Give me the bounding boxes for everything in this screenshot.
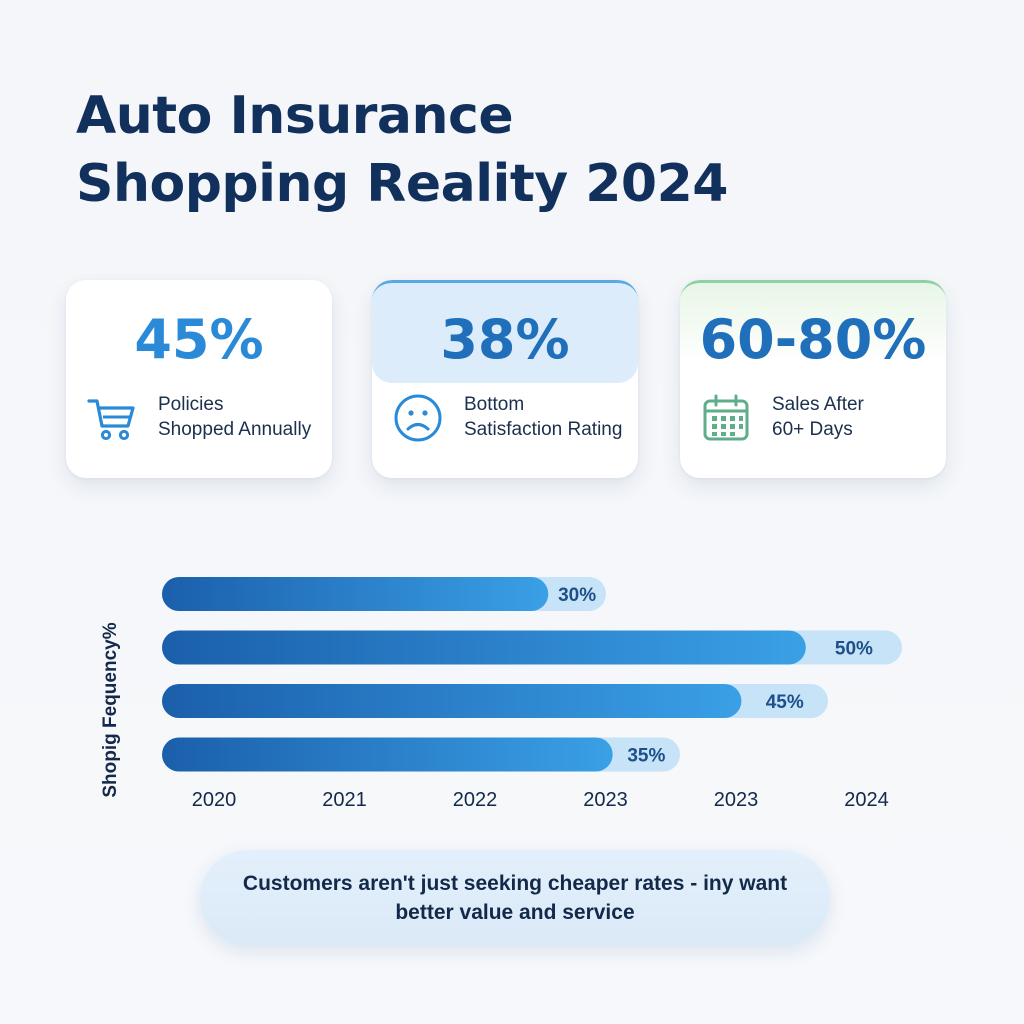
stat-value: 45% <box>134 308 264 371</box>
bar-value-label: 30% <box>558 585 596 606</box>
x-tick-label: 2021 <box>322 789 367 811</box>
x-tick-label: 2023 <box>583 789 628 811</box>
bar-2: 45% <box>162 684 828 718</box>
shopping-frequency-chart: Shopig Fequency% 30% 50% 45% 35% 2020 2021 20… <box>100 577 902 811</box>
stat-card-policies-shopped: 45% Policies Shopped Annually <box>66 280 332 478</box>
stat-label-line-2: Satisfaction Rating <box>464 419 623 440</box>
stat-label-line-2: 60+ Days <box>772 419 853 440</box>
title-line-1: Auto Insurance <box>76 86 514 146</box>
bar-1: 50% <box>162 630 902 665</box>
callout-text: Customers aren't just seeking cheaper ra… <box>242 872 788 924</box>
bar-value-label: 35% <box>627 746 665 767</box>
bar-3: 35% <box>162 737 680 772</box>
bar-fill <box>162 577 549 611</box>
x-tick-label: 2022 <box>453 789 498 811</box>
x-tick-label: 2023 <box>714 789 759 811</box>
stat-card-late-sales: 60-80% Sales After 60+ Days <box>680 280 946 478</box>
stat-label: Bottom Satisfaction Rating <box>464 392 634 442</box>
sad-face-icon <box>394 394 442 442</box>
stat-label-line-1: Policies <box>158 394 224 415</box>
bar-value-label: 45% <box>766 692 804 713</box>
card-highlight-band <box>372 280 638 383</box>
page-title: Auto Insurance Shopping Reality 2024 <box>76 82 836 218</box>
x-tick-label: 2024 <box>844 789 889 811</box>
stat-label-line-1: Sales After <box>772 394 864 415</box>
calendar-icon <box>703 394 749 441</box>
bar-0: 30% <box>162 577 606 611</box>
stat-card-satisfaction: 38% Bottom Satisfaction Rating <box>372 280 638 478</box>
insight-callout: Customers aren't just seeking cheaper ra… <box>200 850 830 946</box>
y-axis-label: Shopig Fequency% <box>100 622 121 797</box>
card-highlight-band <box>680 280 946 363</box>
x-tick-label: 2020 <box>192 789 237 811</box>
bar-fill <box>162 737 613 772</box>
title-line-2: Shopping Reality 2024 <box>76 154 728 214</box>
stat-label: Sales After 60+ Days <box>772 392 942 442</box>
bar-fill <box>162 630 806 665</box>
stat-label-line-2: Shopped Annually <box>158 419 312 440</box>
stat-value: 60-80% <box>699 308 927 371</box>
shopping-cart-icon <box>87 399 135 441</box>
bar-fill <box>162 684 742 718</box>
stat-label: Policies Shopped Annually <box>158 392 328 442</box>
bar-value-label: 50% <box>835 639 873 660</box>
stat-value: 38% <box>440 308 570 371</box>
stat-label-line-1: Bottom <box>464 394 525 415</box>
